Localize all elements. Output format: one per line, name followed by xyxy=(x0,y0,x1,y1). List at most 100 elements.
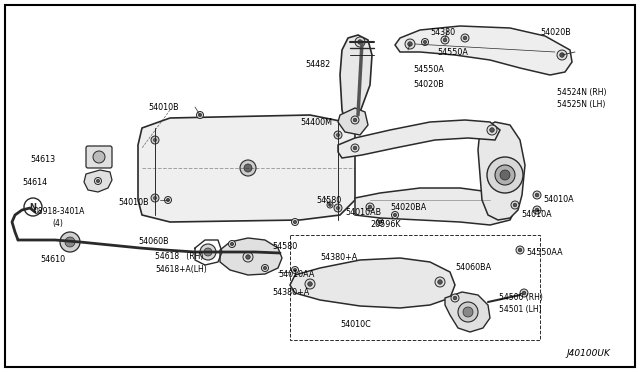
Circle shape xyxy=(291,218,298,225)
Circle shape xyxy=(463,36,467,40)
Circle shape xyxy=(458,302,478,322)
Circle shape xyxy=(560,53,564,57)
Circle shape xyxy=(424,41,427,44)
Polygon shape xyxy=(355,188,515,225)
Circle shape xyxy=(441,36,449,44)
Circle shape xyxy=(154,138,157,142)
Text: 54380: 54380 xyxy=(430,28,455,37)
Polygon shape xyxy=(445,292,490,332)
Text: 54010A: 54010A xyxy=(521,210,552,219)
Circle shape xyxy=(243,252,253,262)
Bar xyxy=(290,235,540,340)
Circle shape xyxy=(511,201,519,209)
Circle shape xyxy=(358,40,362,44)
Circle shape xyxy=(65,237,75,247)
Text: 20596K: 20596K xyxy=(370,220,401,229)
Circle shape xyxy=(490,128,494,132)
Circle shape xyxy=(196,112,204,119)
Circle shape xyxy=(535,208,539,212)
Circle shape xyxy=(228,241,236,247)
Polygon shape xyxy=(290,258,455,308)
Circle shape xyxy=(376,218,383,225)
Circle shape xyxy=(488,128,492,132)
Circle shape xyxy=(463,307,473,317)
Circle shape xyxy=(408,42,412,46)
Circle shape xyxy=(522,291,526,295)
Polygon shape xyxy=(338,120,500,158)
Text: 54550A: 54550A xyxy=(437,48,468,57)
Circle shape xyxy=(487,157,523,193)
Text: 54010B: 54010B xyxy=(118,198,148,207)
Circle shape xyxy=(151,194,159,202)
Circle shape xyxy=(557,50,567,60)
Text: N: N xyxy=(29,202,36,212)
Polygon shape xyxy=(138,115,355,222)
Text: 54610: 54610 xyxy=(40,255,65,264)
Text: 54618+A(LH): 54618+A(LH) xyxy=(155,265,207,274)
Text: 54524N (RH): 54524N (RH) xyxy=(557,88,607,97)
Polygon shape xyxy=(395,26,572,75)
Circle shape xyxy=(198,113,202,116)
Text: 54614: 54614 xyxy=(22,178,47,187)
Circle shape xyxy=(166,198,170,202)
Circle shape xyxy=(93,151,105,163)
Circle shape xyxy=(438,280,442,284)
Text: 54618   (RH): 54618 (RH) xyxy=(155,252,204,261)
Text: 54501 (LH): 54501 (LH) xyxy=(499,305,541,314)
Circle shape xyxy=(405,39,415,49)
Circle shape xyxy=(535,193,539,197)
Text: 54380+A: 54380+A xyxy=(272,288,309,297)
Text: 54500 (RH): 54500 (RH) xyxy=(499,293,543,302)
Circle shape xyxy=(164,196,172,203)
Circle shape xyxy=(533,206,541,214)
Circle shape xyxy=(520,289,528,297)
Circle shape xyxy=(496,206,504,214)
Circle shape xyxy=(305,279,315,289)
Polygon shape xyxy=(84,170,112,192)
Circle shape xyxy=(498,208,502,212)
Circle shape xyxy=(351,116,359,124)
Text: 54010A: 54010A xyxy=(543,195,573,204)
Text: 54010B: 54010B xyxy=(148,103,179,112)
Polygon shape xyxy=(220,238,282,275)
Circle shape xyxy=(392,212,399,218)
FancyBboxPatch shape xyxy=(86,146,112,168)
Circle shape xyxy=(97,179,100,183)
Text: 54550A: 54550A xyxy=(413,65,444,74)
Text: 08918-3401A: 08918-3401A xyxy=(33,207,84,216)
Text: 54010AA: 54010AA xyxy=(278,270,314,279)
Circle shape xyxy=(353,118,357,122)
Text: 54020BA: 54020BA xyxy=(390,203,426,212)
Circle shape xyxy=(394,214,397,217)
Polygon shape xyxy=(478,122,525,220)
Circle shape xyxy=(204,248,212,256)
Circle shape xyxy=(334,204,342,212)
Circle shape xyxy=(262,264,269,272)
Text: 54525N (LH): 54525N (LH) xyxy=(557,100,605,109)
Circle shape xyxy=(435,277,445,287)
Circle shape xyxy=(293,221,296,224)
Circle shape xyxy=(308,282,312,286)
Text: 54020B: 54020B xyxy=(540,28,571,37)
Circle shape xyxy=(355,37,365,47)
Circle shape xyxy=(513,203,516,207)
Circle shape xyxy=(451,294,459,302)
Circle shape xyxy=(334,131,342,139)
Circle shape xyxy=(327,202,333,208)
Circle shape xyxy=(337,134,340,137)
Text: 54613: 54613 xyxy=(30,155,55,164)
Circle shape xyxy=(495,165,515,185)
Polygon shape xyxy=(340,35,372,122)
Circle shape xyxy=(151,136,159,144)
Text: 54580: 54580 xyxy=(272,242,297,251)
Text: 54400M: 54400M xyxy=(300,118,332,127)
Text: J40100UK: J40100UK xyxy=(566,349,610,358)
Circle shape xyxy=(154,196,157,200)
Circle shape xyxy=(366,203,374,211)
Polygon shape xyxy=(338,108,368,135)
Circle shape xyxy=(244,164,252,172)
Circle shape xyxy=(246,255,250,259)
Text: 54060B: 54060B xyxy=(138,237,168,246)
Circle shape xyxy=(516,246,524,254)
Circle shape xyxy=(518,248,522,252)
